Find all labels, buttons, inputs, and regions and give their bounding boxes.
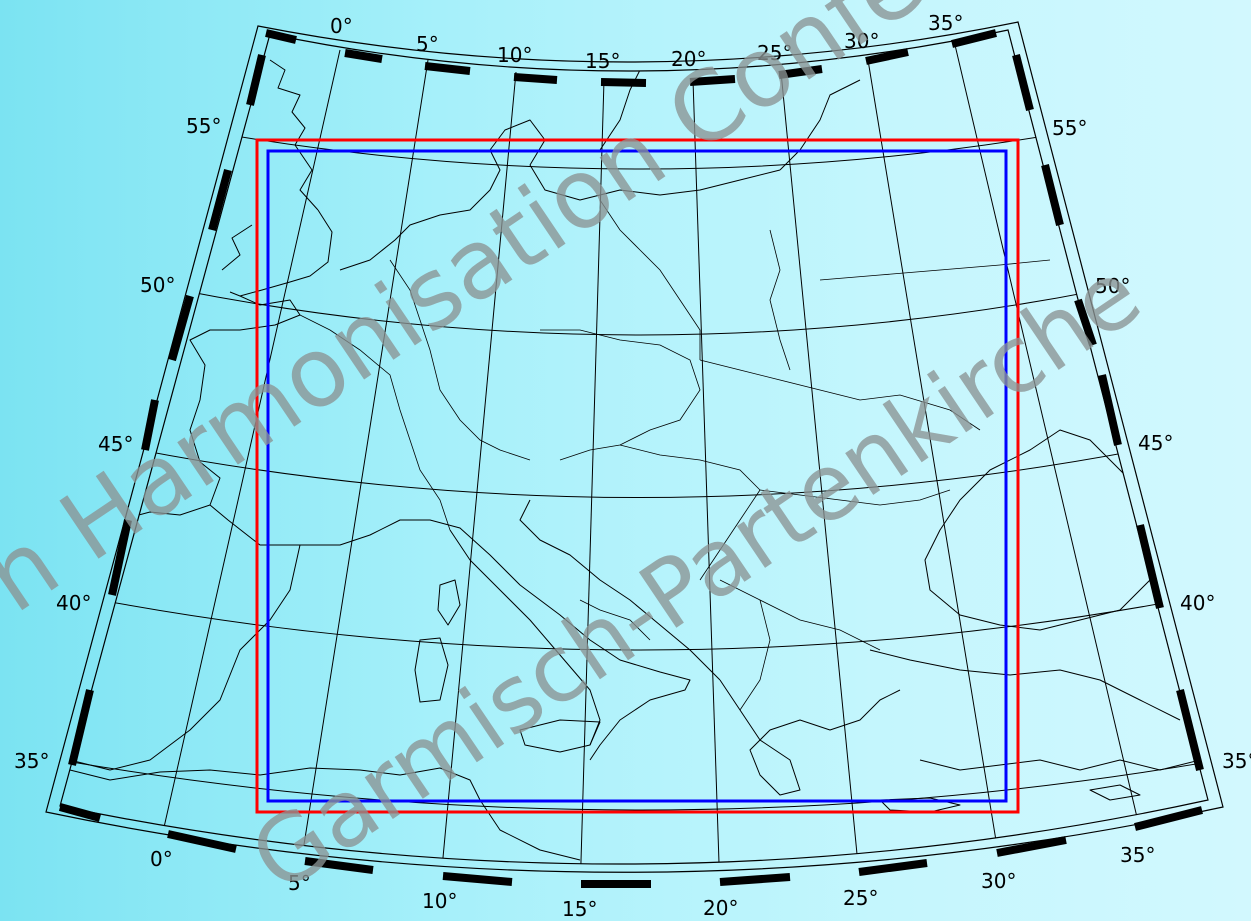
lon-label-bottom: 20° [703,896,738,920]
parallel-35 [60,759,1208,811]
coast-sicily [519,719,601,753]
lat-label-right: 40° [1180,591,1215,615]
coast-turkey-south [919,759,1201,771]
inner-domain [266,149,1008,803]
lon-label-bottom: 10° [422,889,457,913]
lon-label-bottom: 35° [1120,843,1155,867]
meridian-25 [780,71,861,865]
lon-label-bottom: 15° [562,897,597,921]
meridian-5 [299,59,429,865]
outer-domain [255,138,1020,814]
lat-label-left: 40° [56,591,91,615]
lon-label-top: 30° [844,29,879,53]
lat-label-left: 55° [186,114,221,138]
parallel-55 [199,129,1081,170]
coast-adriatic [519,499,721,681]
graticule [60,44,1208,865]
lon-label-bottom: 5° [288,871,311,895]
coast-france [189,295,301,546]
lon-label-top: 5° [416,32,439,56]
lat-label-right: 50° [1095,274,1130,298]
lat-label-left: 50° [140,273,175,297]
meridian-20 [692,79,721,865]
latitude-labels-left: 55° 50° 45° 40° 35° [14,114,221,773]
coast-black-sea [924,429,1171,631]
lon-label-top: 35° [928,11,963,35]
lon-label-top: 10° [497,43,532,67]
coast-scotland [269,59,319,211]
frame-inner [59,29,1209,865]
coast-africa [69,767,581,861]
coast-wales [221,224,253,271]
coast-corsica [437,579,461,626]
lat-label-left: 35° [14,749,49,773]
lat-label-right: 45° [1138,431,1173,455]
lon-label-bottom: 30° [981,869,1016,893]
lon-label-top: 25° [757,41,792,65]
coast-greece [719,679,901,796]
coast-cyprus [1089,784,1141,801]
lat-label-left: 45° [98,432,133,456]
lon-label-top: 20° [671,47,706,71]
latitude-labels-right: 55° 50° 45° 40° 35° [1052,116,1251,773]
coast-italy-west [449,529,601,746]
coast-sardinia [414,637,449,703]
meridian-15 [579,79,605,865]
country-borders [299,199,1051,711]
parallel-45 [139,449,1141,498]
coast-crete [879,797,961,813]
parallel-40 [99,599,1181,651]
coast-turkey [869,649,1181,721]
lon-label-bottom: 0° [150,847,173,871]
longitude-labels-top: 0° 5° 10° 15° 20° 25° 30° 35° [330,11,963,73]
coast-med-france-italy [300,519,691,761]
meridian-0 [159,49,341,846]
meridian-30 [867,59,1001,865]
lon-label-top: 0° [330,14,353,38]
lat-label-right: 35° [1222,749,1251,773]
lon-label-top: 15° [585,49,620,73]
meridian-35 [954,44,1141,831]
lon-label-bottom: 25° [843,886,878,910]
longitude-labels-bottom: 0° 5° 10° 15° 20° 25° 30° 35° [150,843,1155,921]
lat-label-right: 55° [1052,116,1087,140]
meridian-10 [439,71,517,865]
frame-ticks [58,29,1204,888]
parallel-50 [179,289,1101,336]
coast-north-sea [339,119,781,271]
coast-england [229,209,333,297]
